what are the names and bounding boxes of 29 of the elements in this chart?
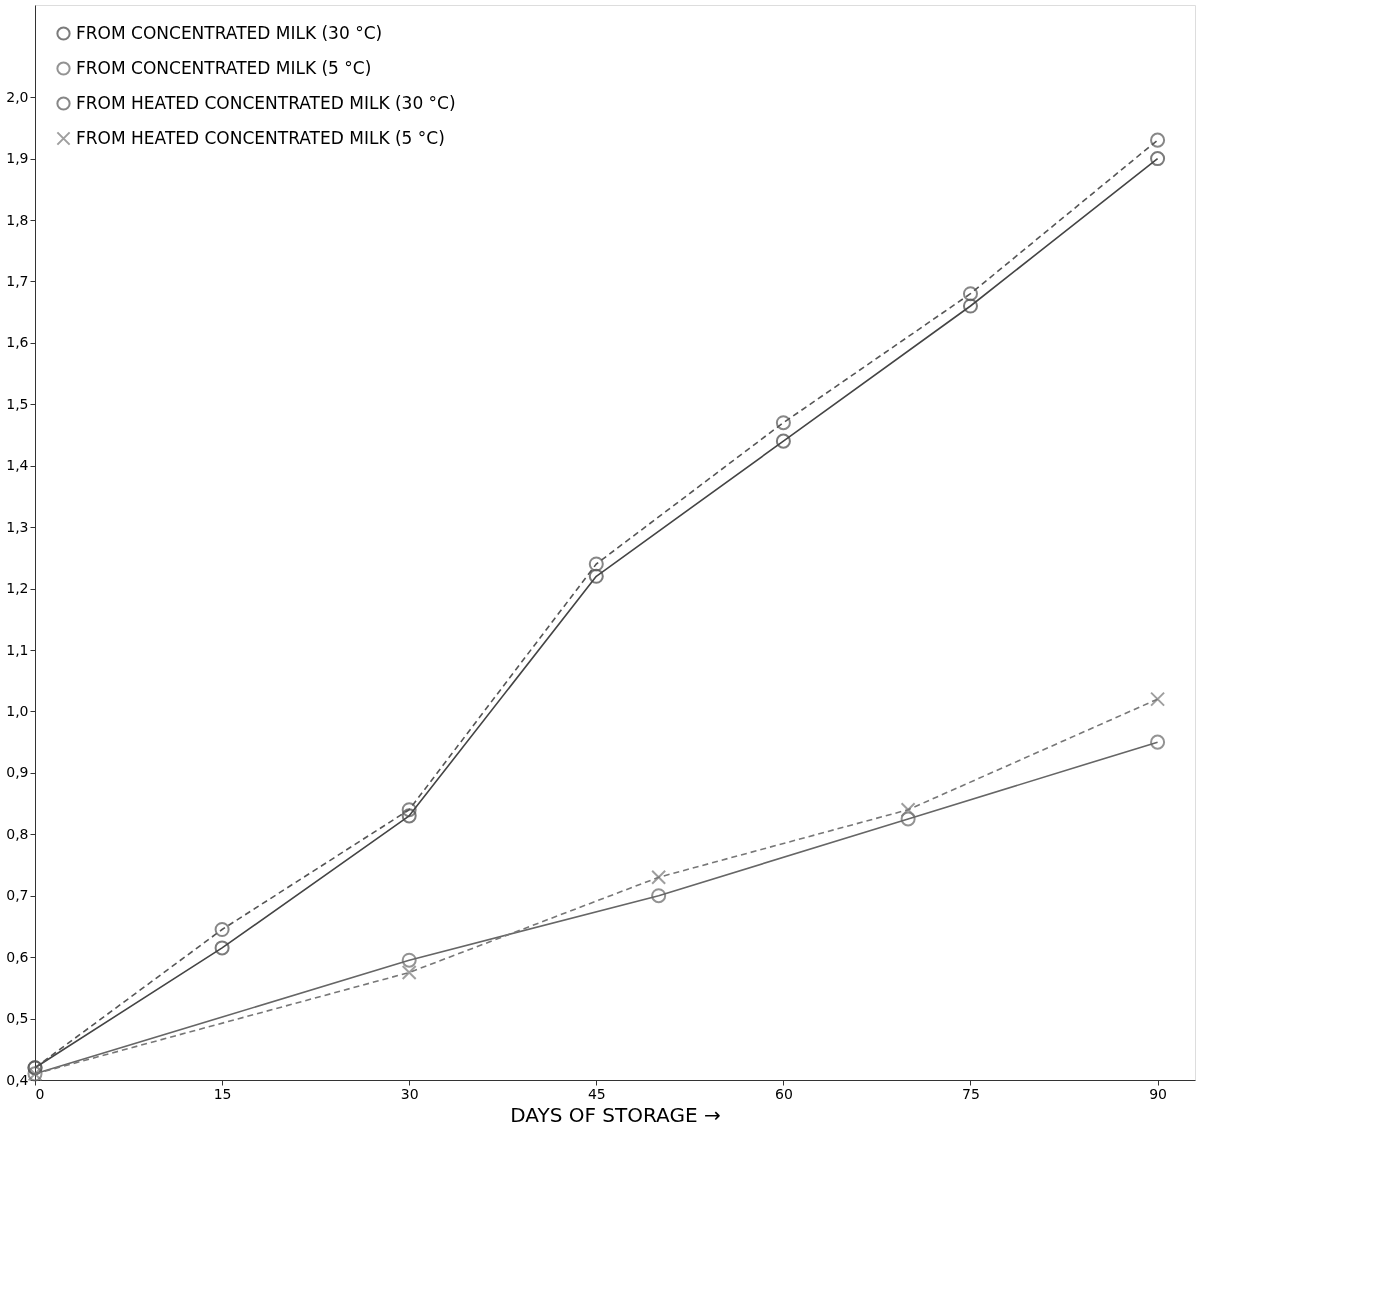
- x-tick-label: 15: [213, 1085, 232, 1102]
- x-tick-label: 45: [587, 1085, 606, 1102]
- legend-label: FROM HEATED CONCENTRATED MILK (30 °C): [76, 92, 456, 113]
- y-tick-label: 0,6: [6, 948, 29, 965]
- x-tick-label: 90: [1149, 1085, 1167, 1102]
- y-tick-label: 0,4: [6, 1071, 29, 1088]
- legend-label: FROM CONCENTRATED MILK (5 °C): [76, 57, 372, 78]
- y-tick-label: 1,1: [6, 641, 29, 658]
- y-tick-label: 1,3: [6, 518, 29, 535]
- y-tick-label: 1,5: [6, 395, 29, 412]
- x-tick-label: 0: [35, 1085, 45, 1102]
- y-tick-label: 0,9: [6, 764, 29, 781]
- y-tick-label: 1,8: [6, 211, 29, 228]
- legend-label: FROM HEATED CONCENTRATED MILK (5 °C): [76, 127, 445, 148]
- y-tick-label: 1,4: [6, 457, 29, 474]
- x-tick-label: 75: [962, 1085, 980, 1102]
- x-tick-label: 30: [400, 1085, 419, 1102]
- y-tick-label: 1,6: [6, 334, 29, 351]
- y-tick-label: 0,7: [6, 887, 29, 904]
- y-tick-label: 1,7: [6, 272, 29, 289]
- y-tick-label: 1,2: [6, 580, 29, 597]
- x-axis-title: DAYS OF STORAGE →: [510, 1102, 721, 1127]
- y-tick-label: 0,5: [6, 1010, 29, 1027]
- y-tick-label: 1,0: [6, 702, 29, 719]
- x-tick-label: 60: [774, 1085, 793, 1102]
- legend-label: FROM CONCENTRATED MILK (30 °C): [76, 22, 383, 43]
- y-tick-label: 0,8: [6, 825, 29, 842]
- y-tick-label: 1,9: [6, 150, 29, 167]
- y-tick-label: 2,0: [6, 88, 29, 105]
